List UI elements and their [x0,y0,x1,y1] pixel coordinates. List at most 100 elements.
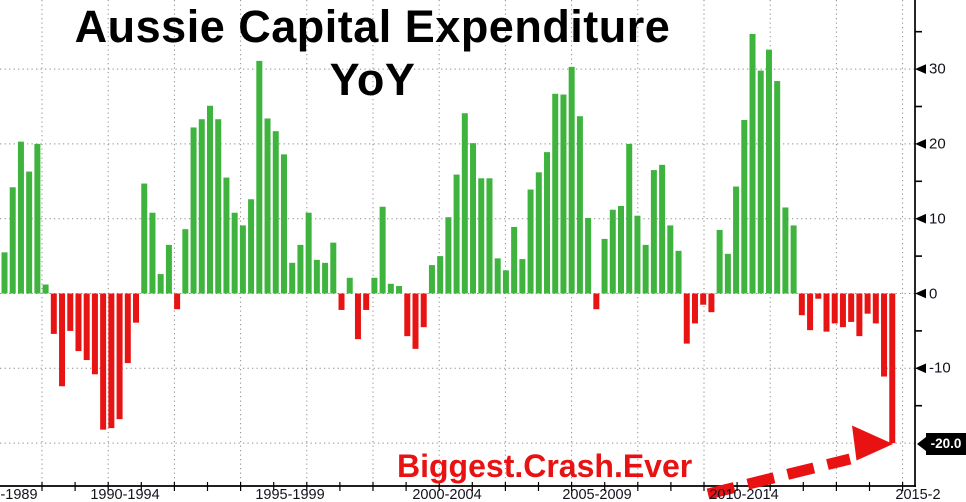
bar-positive [34,143,41,294]
x-axis-label: 1990-1994 [90,487,160,502]
bar-positive [601,238,608,294]
x-axis-label: 2000-2004 [412,487,482,502]
bar-positive [428,265,435,294]
bar-positive [486,178,493,294]
bar-positive [519,259,526,294]
crash-arrow-head-icon [852,425,893,461]
last-value-pointer-icon [917,437,926,451]
bar-negative [338,293,345,310]
bar-positive [757,70,764,294]
bar-negative [683,293,690,344]
bar-positive [215,119,222,294]
y-axis-tick-arrow-icon [915,288,926,299]
bar-positive [396,286,403,294]
bar-negative [116,293,123,420]
bar-positive [733,186,740,294]
bar-positive [470,143,477,294]
bar-negative [50,293,57,334]
y-axis-tick-arrow-icon [915,64,926,74]
x-axis-label: 2010-2014 [709,487,779,502]
bar-positive [248,199,255,294]
annotation-biggest-crash-ever: Biggest.Crash.Ever [397,448,693,484]
last-value-label: -20.0 [926,433,966,455]
bar-positive [1,252,8,294]
bar-positive [749,33,756,294]
x-axis-label: 1995-1999 [255,487,325,502]
bar-positive [141,183,148,294]
bar-positive [774,81,781,294]
bar-negative [831,293,838,324]
bar-positive [568,66,575,294]
bar-positive [609,209,616,294]
bar-positive [724,253,731,294]
bar-positive [322,262,329,294]
bar-negative [124,293,131,364]
bar-positive [445,217,452,294]
bar-positive [618,205,624,294]
bar-negative [691,293,698,324]
x-axis-label: 2005-2009 [562,487,632,502]
bar-negative [848,293,855,322]
bar-positive [313,259,320,294]
bar-positive [585,217,592,294]
bar-negative [67,293,74,331]
bar-positive [502,270,509,294]
bar-negative [91,293,98,375]
y-axis-tick-arrow-icon [915,213,926,224]
bar-negative [100,293,107,430]
bar-negative [412,293,419,349]
y-axis-tick-arrow-icon [915,363,926,374]
bar-positive [330,242,337,294]
y-axis-label: 30 [929,60,946,78]
bar-negative [864,293,871,314]
bar-negative [839,293,846,328]
bar-positive [511,226,518,294]
bar-positive [26,171,33,294]
bar-positive [182,229,189,294]
bar-positive [544,152,551,294]
bar-positive [716,229,723,294]
bar-positive [17,141,24,294]
bar-positive [264,118,271,294]
bar-negative [700,293,707,305]
bar-negative [708,293,715,313]
bar-positive [280,154,287,294]
bar-positive [297,244,304,294]
bar-negative [593,293,600,310]
bar-positive [667,225,674,294]
y-axis-tick-arrow-icon [915,139,926,149]
bar-negative [108,293,115,429]
bar-positive [371,277,378,294]
bar-negative [354,293,361,340]
bar-positive [437,256,444,294]
bar-positive [494,258,501,294]
bar-positive [741,119,748,294]
bar-positive [346,277,353,294]
bar-positive [782,207,789,294]
bar-positive [560,94,567,294]
bar-negative [75,293,82,352]
bar-positive [165,244,172,294]
bar-positive [552,93,559,294]
bar-positive [453,174,460,294]
bar-negative [404,293,411,337]
bar-positive [9,187,16,294]
bar-positive [305,212,312,294]
y-axis-label: 0 [929,285,938,302]
crash-arrow-dashed-line [706,453,852,500]
bar-negative [363,293,370,310]
bar-negative [889,293,896,444]
bar-positive [207,105,213,294]
bar-positive [527,189,534,294]
bar-positive [765,49,772,294]
bar-positive [642,244,649,294]
bar-positive [223,177,230,294]
bar-positive [190,127,197,294]
bar-positive [289,262,296,294]
bar-negative [83,293,90,361]
bar-negative [856,293,863,337]
bar-positive [379,206,386,294]
x-axis-label: -1989 [0,487,38,502]
